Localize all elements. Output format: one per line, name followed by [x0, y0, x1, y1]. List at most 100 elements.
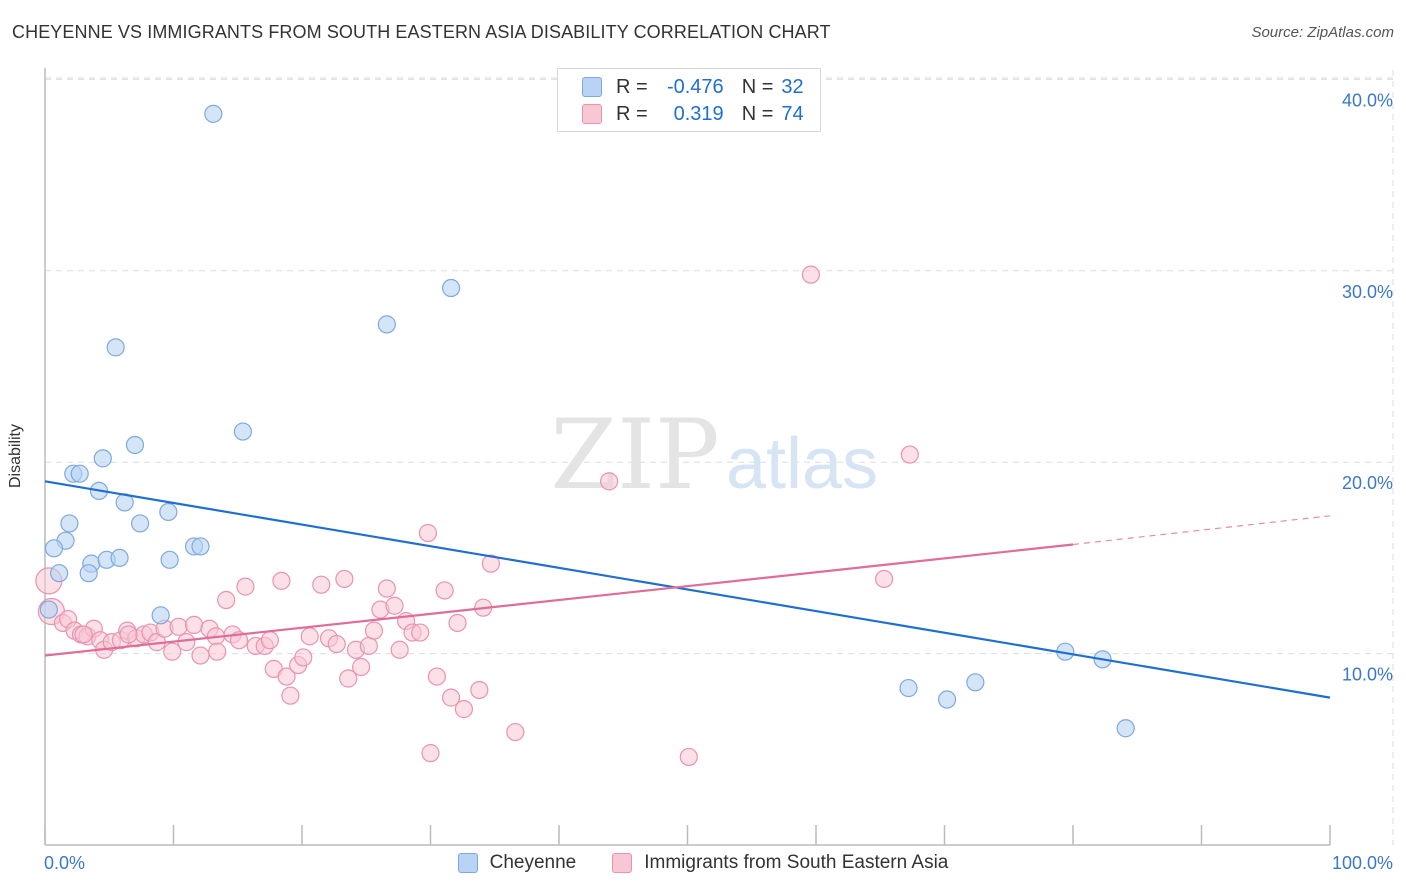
data-point-immigrants	[169, 617, 188, 636]
watermark-zip: ZIP	[550, 399, 719, 511]
data-point-immigrants	[679, 747, 698, 767]
grid-layer	[45, 70, 1394, 845]
data-point-immigrants	[327, 634, 346, 654]
data-point-cheyenne	[441, 278, 461, 298]
trend-line-immigrants	[44, 543, 1074, 657]
y-tick-label: 20.0%	[1342, 473, 1393, 493]
data-point-immigrants	[364, 621, 384, 640]
legend-item-immigrants[interactable]: Immigrants from South Eastern Asia	[612, 852, 948, 874]
data-point-immigrants	[875, 569, 894, 589]
trend-line-immigrants-extension	[1072, 515, 1331, 546]
data-point-immigrants	[470, 680, 489, 700]
data-point-immigrants	[427, 667, 447, 686]
data-point-cheyenne	[151, 606, 170, 625]
data-point-cheyenne	[130, 514, 150, 533]
data-point-cheyenne	[1116, 719, 1135, 738]
data-point-immigrants	[801, 265, 820, 284]
data-point-immigrants	[281, 686, 300, 705]
data-point-immigrants	[300, 627, 319, 646]
data-point-immigrants	[163, 642, 182, 661]
legend-row-immigrants: R = 0.319 N = 74	[582, 102, 804, 126]
legend-swatch-immigrants	[612, 853, 633, 873]
data-point-immigrants	[421, 744, 440, 763]
data-point-cheyenne	[60, 514, 79, 533]
legend-swatch-immigrants	[582, 104, 602, 124]
legend-r-value: 0.319	[673, 102, 724, 125]
data-point-immigrants	[339, 669, 358, 688]
data-point-cheyenne	[160, 550, 179, 569]
data-point-immigrants	[236, 577, 255, 596]
legend-r-label: R =	[616, 102, 648, 125]
data-point-cheyenne	[191, 537, 210, 556]
legend-n-value: 32	[781, 75, 804, 98]
chart-title: CHEYENNE VS IMMIGRANTS FROM SOUTH EASTER…	[12, 22, 831, 42]
legend-label-cheyenne: Cheyenne	[489, 852, 577, 873]
data-point-cheyenne	[377, 315, 396, 334]
data-point-immigrants	[600, 472, 619, 491]
watermark-atlas: atlas	[726, 424, 878, 504]
legend-swatch-cheyenne	[582, 77, 602, 97]
data-point-cheyenne	[899, 678, 918, 698]
data-point-cheyenne	[125, 435, 145, 455]
data-point-cheyenne	[233, 422, 252, 441]
data-point-cheyenne	[50, 564, 69, 583]
trend-line-cheyenne	[44, 480, 1331, 699]
data-point-immigrants	[900, 445, 919, 464]
legend-swatch-cheyenne	[457, 853, 478, 873]
data-point-immigrants	[312, 575, 331, 594]
source-credit: Source: ZipAtlas.com	[1251, 24, 1394, 41]
series-cheyenne-points	[39, 104, 1135, 738]
y-tick-label: 40.0%	[1342, 90, 1393, 110]
data-point-immigrants	[390, 640, 409, 659]
y-tick-label: 10.0%	[1342, 665, 1393, 685]
legend-item-cheyenne[interactable]: Cheyenne	[457, 852, 577, 874]
data-point-immigrants	[435, 581, 454, 600]
data-point-immigrants	[217, 590, 236, 610]
data-point-immigrants	[260, 631, 279, 650]
data-point-immigrants	[294, 648, 313, 667]
legend-n-value: 74	[781, 102, 804, 125]
data-point-immigrants	[277, 667, 296, 686]
data-point-immigrants	[177, 633, 196, 652]
data-point-immigrants	[411, 623, 430, 642]
data-point-immigrants	[506, 722, 525, 742]
data-point-immigrants	[272, 571, 291, 590]
legend-n-label: N =	[741, 102, 774, 125]
data-point-cheyenne	[93, 449, 112, 468]
watermark: ZIP atlas	[550, 399, 878, 511]
data-point-immigrants	[454, 700, 474, 719]
x-tick-label: 100.0%	[1332, 853, 1393, 873]
data-point-cheyenne	[79, 564, 98, 583]
tick-labels: 10.0% 20.0% 30.0% 40.0% 0.0% 100.0%	[44, 90, 1393, 873]
correlation-legend: R = -0.476 N = 32 R = 0.319 N = 74	[557, 68, 821, 132]
data-point-cheyenne	[966, 673, 985, 692]
data-point-cheyenne	[159, 502, 178, 522]
data-point-immigrants	[385, 596, 404, 615]
data-point-immigrants	[184, 615, 204, 634]
data-point-cheyenne	[110, 548, 129, 568]
legend-n-label: N =	[741, 75, 774, 98]
data-point-immigrants	[74, 625, 93, 644]
data-point-immigrants	[352, 657, 371, 677]
data-point-immigrants	[335, 569, 354, 589]
legend-r-value: -0.476	[666, 75, 724, 98]
series-legend: Cheyenne Immigrants from South Eastern A…	[0, 852, 1406, 874]
data-point-cheyenne	[70, 464, 89, 483]
legend-label-immigrants: Immigrants from South Eastern Asia	[644, 852, 949, 873]
data-point-cheyenne	[39, 600, 58, 619]
data-point-cheyenne	[204, 104, 223, 123]
data-point-immigrants	[208, 642, 227, 661]
legend-row-cheyenne: R = -0.476 N = 32	[582, 75, 804, 99]
data-point-immigrants	[441, 688, 461, 707]
legend-r-label: R =	[616, 75, 648, 98]
x-tick-label: 0.0%	[44, 853, 85, 873]
data-point-immigrants	[191, 646, 210, 665]
data-point-immigrants	[448, 613, 467, 633]
axis-layer	[44, 68, 1331, 846]
data-point-cheyenne	[937, 690, 957, 709]
y-tick-label: 30.0%	[1342, 282, 1393, 302]
data-point-immigrants	[119, 625, 138, 644]
data-point-immigrants	[359, 636, 378, 656]
data-point-immigrants	[481, 554, 500, 573]
